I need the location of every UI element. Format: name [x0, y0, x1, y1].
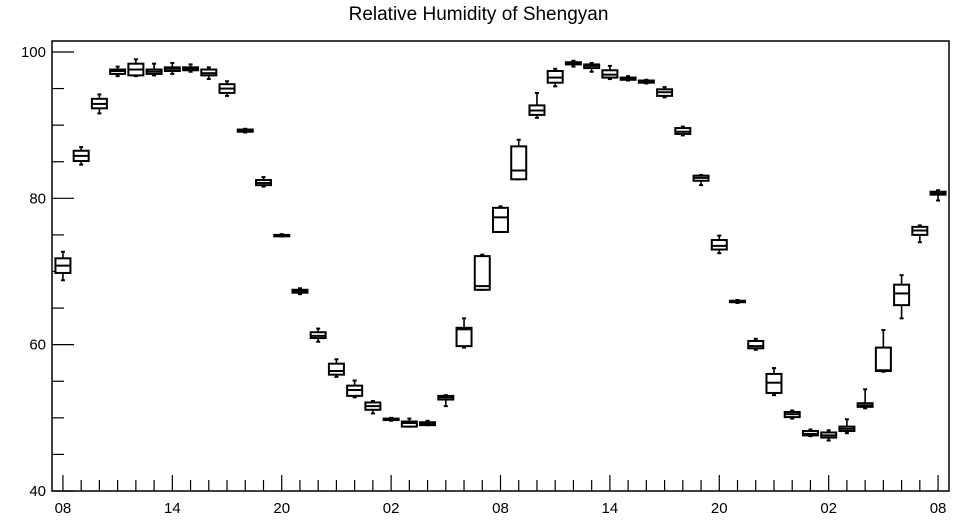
- x-tick-label: 14: [164, 500, 181, 517]
- box-plot: [656, 86, 674, 99]
- box-plot: [692, 173, 710, 187]
- box-plot: [200, 66, 218, 81]
- box-iqr: [400, 420, 418, 428]
- box-plot: [90, 93, 108, 115]
- box-plot: [929, 189, 947, 202]
- x-tick-label: 02: [383, 500, 400, 517]
- box-plot: [674, 125, 692, 137]
- x-tick-label: 20: [711, 500, 728, 517]
- box-plot: [856, 388, 874, 410]
- box-plot: [747, 337, 765, 351]
- box-iqr: [473, 255, 491, 291]
- box-plot: [309, 327, 327, 343]
- box-plot: [729, 299, 747, 304]
- box-plot: [546, 67, 564, 88]
- box-plot: [838, 418, 856, 435]
- box-iqr: [492, 206, 509, 233]
- box-plot: [455, 317, 473, 349]
- box-plot: [291, 287, 309, 296]
- box-plot: [765, 367, 783, 397]
- box-plot: [109, 65, 127, 78]
- box-series: [54, 58, 947, 442]
- box-plot: [346, 379, 364, 399]
- x-tick-label: 14: [602, 500, 619, 517]
- box-plot: [236, 127, 254, 134]
- box-plot: [820, 429, 838, 442]
- box-plot: [911, 224, 929, 244]
- box-iqr: [327, 362, 345, 376]
- box-plot: [145, 62, 163, 77]
- plot-frame: [51, 40, 950, 492]
- box-iqr: [710, 239, 728, 251]
- box-iqr: [893, 283, 911, 307]
- y-tick-label: 80: [29, 190, 46, 207]
- box-plot: [218, 80, 236, 97]
- box-plot: [182, 63, 200, 73]
- x-tick-label: 08: [55, 500, 72, 517]
- y-tick-label: 100: [21, 44, 46, 61]
- y-axis-ticks: 40 60 80 100: [21, 44, 74, 500]
- box-plot: [893, 274, 911, 320]
- x-tick-label: 02: [820, 500, 837, 517]
- box-plot: [473, 253, 491, 291]
- box-iqr: [747, 340, 765, 350]
- box-plot: [127, 58, 145, 78]
- y-tick-label: 60: [29, 337, 46, 354]
- box-plot: [437, 394, 455, 408]
- box-plot: [783, 409, 801, 420]
- box-plot: [400, 417, 418, 428]
- box-plot: [492, 205, 509, 233]
- box-plot: [801, 428, 819, 438]
- x-tick-label: 08: [492, 500, 509, 517]
- box-plot: [254, 176, 272, 188]
- box-plot: [874, 329, 892, 373]
- box-iqr: [874, 346, 892, 372]
- y-tick-label: 40: [29, 483, 46, 500]
- box-plot: [710, 234, 728, 255]
- box-plot: [564, 59, 582, 68]
- box-plot: [583, 61, 601, 73]
- x-tick-label: 08: [930, 500, 947, 517]
- box-plot: [72, 146, 90, 166]
- box-plot: [382, 416, 400, 422]
- x-axis-ticks: 08 14 20 02 08 14 20 02 08: [55, 475, 947, 517]
- box-plot: [419, 419, 437, 427]
- box-plot: [364, 400, 382, 415]
- box-iqr: [510, 145, 528, 181]
- box-plot: [163, 61, 181, 75]
- box-plot: [637, 78, 655, 85]
- x-tick-label: 20: [273, 500, 290, 517]
- chart-title: Relative Humidity of Shengyan: [348, 4, 609, 25]
- box-plot: [619, 75, 637, 82]
- box-plot: [601, 64, 619, 81]
- box-plot: [528, 91, 546, 119]
- box-plot: [327, 358, 345, 378]
- box-iqr: [455, 326, 473, 348]
- box-plot: [54, 250, 72, 282]
- box-plot: [510, 138, 528, 181]
- box-plot: [273, 233, 291, 238]
